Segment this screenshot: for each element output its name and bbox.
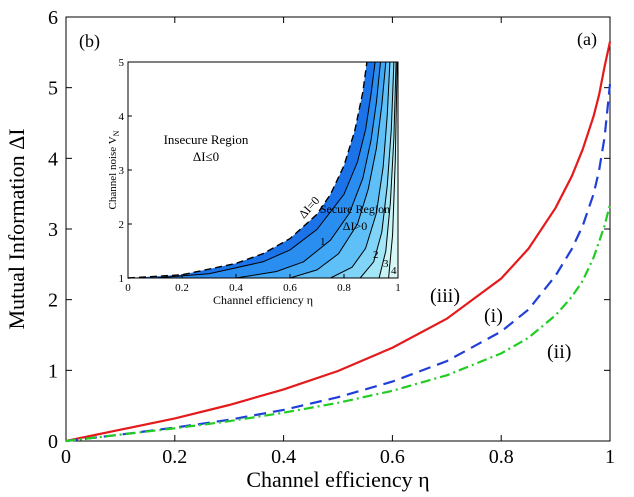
inset-y-tick-label: 1 [119, 273, 125, 285]
inset-xlabel: Channel efficiency η [213, 293, 313, 307]
contour-band [388, 62, 398, 278]
contour-line [378, 61, 397, 279]
contour-label-4: 4 [391, 265, 397, 277]
inset-y-tick-label: 3 [119, 165, 125, 177]
panel-label-b: (b) [79, 31, 100, 52]
contour-line [388, 61, 398, 279]
series-label-i: (i) [484, 305, 503, 327]
inset-ylabel-main: Channel noise V [107, 136, 119, 209]
main-xlabel: Channel efficiency η [246, 467, 429, 492]
y-tick-label: 4 [48, 148, 58, 170]
series-line-iii [65, 41, 612, 443]
secure-region-title: Secure Region [320, 202, 390, 216]
contour-line [235, 61, 381, 279]
contour-label-1: 1 [320, 236, 326, 248]
x-tick-label: 0.6 [380, 446, 405, 468]
y-tick-label: 5 [48, 78, 58, 100]
inset-x-tick-label: 0 [125, 282, 131, 294]
y-tick-label: 3 [48, 219, 58, 241]
x-tick-label: 0 [61, 446, 71, 468]
x-tick-label: 0.2 [162, 446, 187, 468]
insecure-region-title: Insecure Region [164, 132, 249, 147]
contour-line [359, 61, 395, 279]
inset-x-tick-label: 0.4 [229, 282, 243, 294]
contour-line [289, 61, 387, 279]
y-tick-label: 0 [48, 431, 58, 453]
contour-band [155, 62, 398, 278]
inset-lines [127, 61, 398, 279]
contour-label-3: 3 [383, 258, 389, 270]
contour-band [330, 62, 398, 278]
main-series [65, 41, 612, 443]
inset-x-tick-label: 0.2 [175, 282, 189, 294]
series-line-i [65, 83, 612, 443]
series-label-ii: (ii) [547, 341, 571, 363]
contour-label-2: 2 [373, 249, 379, 261]
secure-region-condition: ΔI>0 [343, 219, 367, 233]
panel-label-a: (a) [577, 29, 597, 50]
inset-y-tick-label: 4 [119, 111, 125, 123]
series-label-iii: (iii) [430, 285, 460, 307]
y-tick-label: 2 [48, 290, 58, 312]
contour-line [330, 61, 391, 279]
y-tick-label: 6 [48, 7, 58, 29]
inset-x-tick-label: 0.8 [337, 282, 351, 294]
x-tick-label: 1 [605, 446, 615, 468]
series-line-ii [65, 204, 612, 443]
boundary-line [127, 61, 368, 279]
inset-y-tick-label: 2 [119, 219, 125, 231]
x-tick-label: 0.8 [489, 446, 514, 468]
y-tick-label: 1 [48, 360, 58, 382]
inset-y-tick-label: 5 [119, 57, 125, 69]
inset-ylabel-sub: N [112, 130, 121, 136]
inset-x-tick-label: 0.6 [283, 282, 297, 294]
inset-ylabel: Channel noise VN [107, 130, 121, 209]
x-tick-label: 0.4 [271, 446, 296, 468]
contour-line [154, 61, 376, 279]
inset-x-tick-label: 1 [395, 282, 401, 294]
contour-band [290, 62, 398, 278]
insecure-region-condition: ΔI≤0 [193, 149, 219, 164]
main-ylabel: Mutual Information ΔI [4, 128, 29, 329]
